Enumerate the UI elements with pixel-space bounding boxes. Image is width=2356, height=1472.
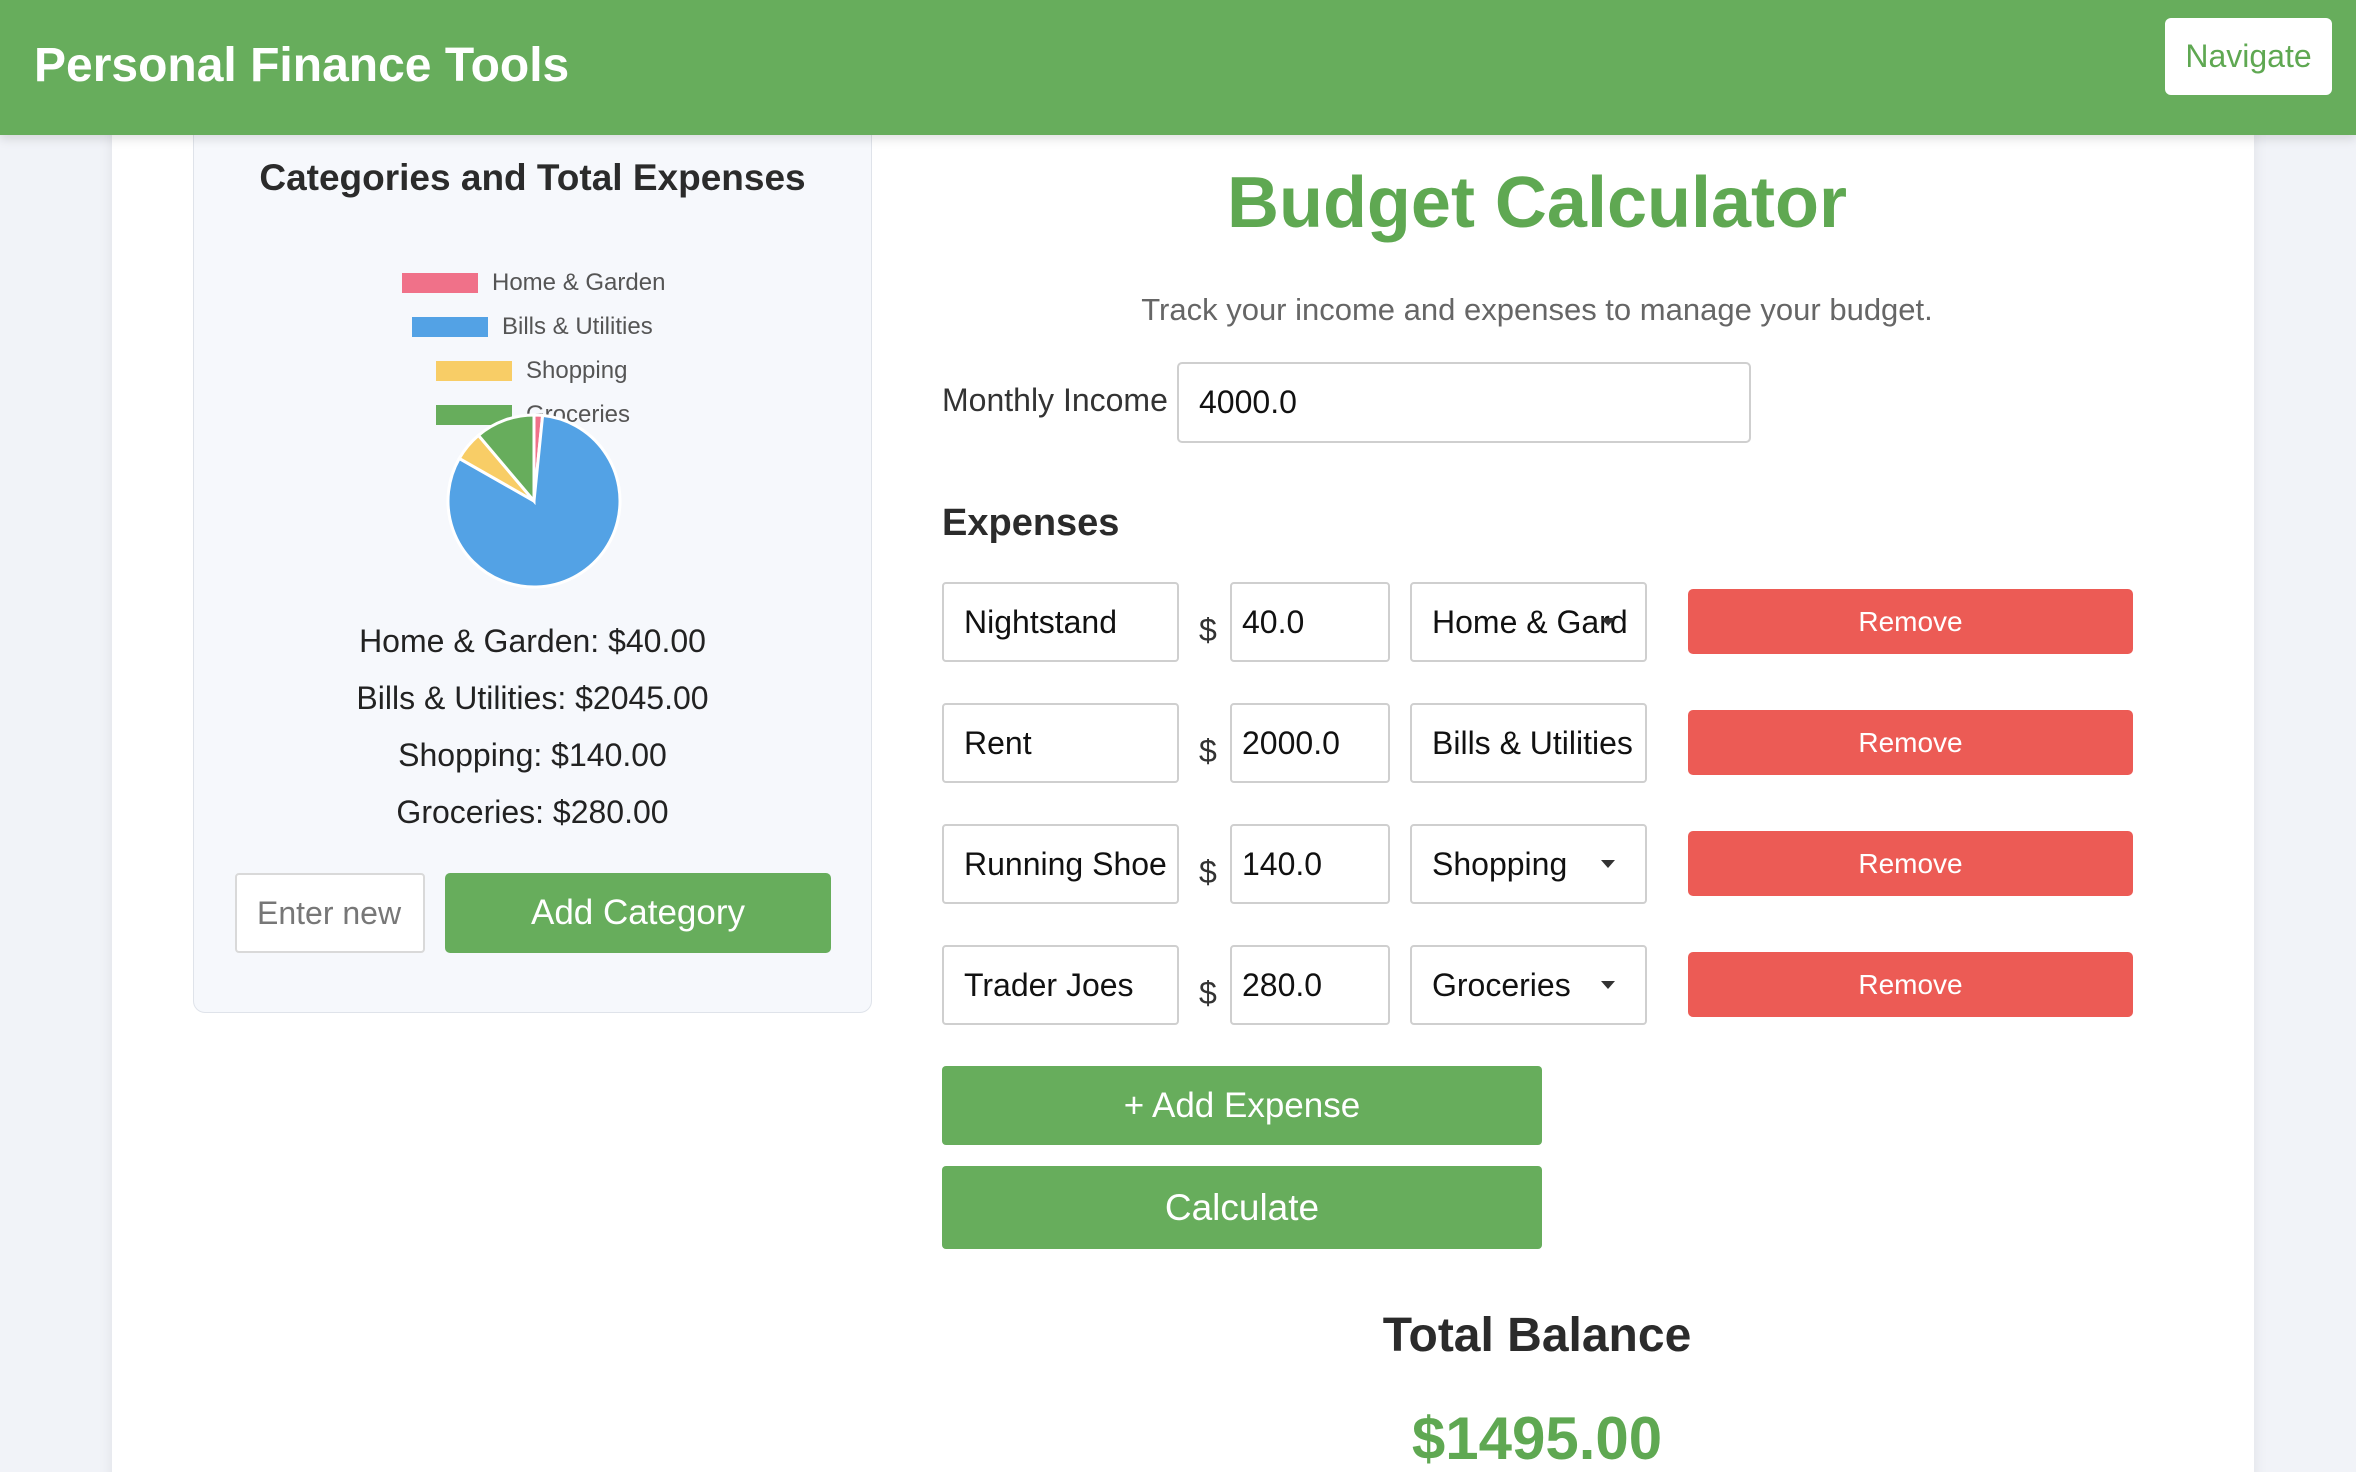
add-expense-button[interactable]: + Add Expense <box>942 1066 1542 1145</box>
currency-symbol: $ <box>1199 733 1217 769</box>
expense-row: $ Groceries Remove <box>0 945 2356 1026</box>
calculate-button[interactable]: Calculate <box>942 1166 1542 1249</box>
expense-name-input[interactable] <box>942 945 1179 1025</box>
legend-item-shopping[interactable]: Shopping <box>436 351 627 391</box>
category-total-home-garden: Home & Garden: $40.00 <box>359 623 706 659</box>
total-balance-label: Total Balance <box>1382 1309 1692 1362</box>
currency-symbol: $ <box>1199 612 1217 648</box>
expense-category-select[interactable]: Home & Gard <box>1410 582 1647 662</box>
pie-chart-svg <box>446 413 622 589</box>
category-total-groceries: Groceries: $280.00 <box>396 794 669 830</box>
navigate-button[interactable]: Navigate <box>2165 18 2332 95</box>
expense-row: $ Shopping Remove <box>0 824 2356 905</box>
new-category-input[interactable] <box>235 873 425 953</box>
selected-category: Groceries <box>1432 966 1571 1003</box>
currency-symbol: $ <box>1199 854 1217 890</box>
legend-label: Home & Garden <box>492 269 666 296</box>
currency-symbol: $ <box>1199 975 1217 1011</box>
pie-slice-groceries[interactable] <box>476 413 536 506</box>
categories-panel: Categories and Total Expenses Home & Gar… <box>193 120 872 1013</box>
expense-row: $ Bills & Utilities Remove <box>0 703 2356 784</box>
legend-label: Shopping <box>526 357 628 384</box>
legend-item-home-garden[interactable]: Home & Garden <box>402 263 665 303</box>
expense-category-select[interactable]: Groceries <box>1410 945 1647 1025</box>
monthly-income-label: Monthly Income <box>942 382 1168 418</box>
remove-expense-button[interactable]: Remove <box>1688 952 2133 1017</box>
remove-expense-button[interactable]: Remove <box>1688 831 2133 896</box>
chevron-down-icon <box>1601 860 1615 868</box>
selected-category: Shopping <box>1432 845 1568 882</box>
app-title: Personal Finance Tools <box>34 39 570 92</box>
legend-swatch <box>436 361 512 381</box>
legend-swatch <box>412 317 488 337</box>
budget-title: Budget Calculator <box>1226 163 1848 243</box>
total-balance-value: $1495.00 <box>1411 1405 1663 1472</box>
add-category-button[interactable]: Add Category <box>445 873 831 953</box>
monthly-income-input[interactable] <box>1177 362 1751 443</box>
expense-name-input[interactable] <box>942 703 1179 783</box>
remove-expense-button[interactable]: Remove <box>1688 589 2133 654</box>
chevron-down-icon <box>1601 618 1615 626</box>
expense-amount-input[interactable] <box>1230 703 1390 783</box>
selected-category: Home & Gard <box>1432 603 1628 640</box>
expense-name-input[interactable] <box>942 824 1179 904</box>
remove-expense-button[interactable]: Remove <box>1688 710 2133 775</box>
legend-item-bills-utilities[interactable]: Bills & Utilities <box>412 307 653 347</box>
budget-subtitle: Track your income and expenses to manage… <box>1141 292 1933 327</box>
categories-title: Categories and Total Expenses <box>259 157 806 198</box>
expenses-heading: Expenses <box>942 502 1120 544</box>
expense-amount-input[interactable] <box>1230 945 1390 1025</box>
top-bar: Personal Finance Tools Navigate <box>0 0 2356 135</box>
expenses-pie-chart <box>444 411 624 591</box>
legend-label: Bills & Utilities <box>502 313 653 340</box>
expense-category-select[interactable]: Shopping <box>1410 824 1647 904</box>
legend-swatch <box>436 405 512 425</box>
expense-amount-input[interactable] <box>1230 824 1390 904</box>
selected-category: Bills & Utilities <box>1432 724 1633 761</box>
expense-category-select[interactable]: Bills & Utilities <box>1410 703 1647 783</box>
expense-amount-input[interactable] <box>1230 582 1390 662</box>
category-total-bills-utilities: Bills & Utilities: $2045.00 <box>356 680 709 716</box>
expense-name-input[interactable] <box>942 582 1179 662</box>
legend-swatch <box>402 273 478 293</box>
chevron-down-icon <box>1601 981 1615 989</box>
expense-row: $ Home & Gard Remove <box>0 582 2356 663</box>
category-total-shopping: Shopping: $140.00 <box>398 737 667 773</box>
